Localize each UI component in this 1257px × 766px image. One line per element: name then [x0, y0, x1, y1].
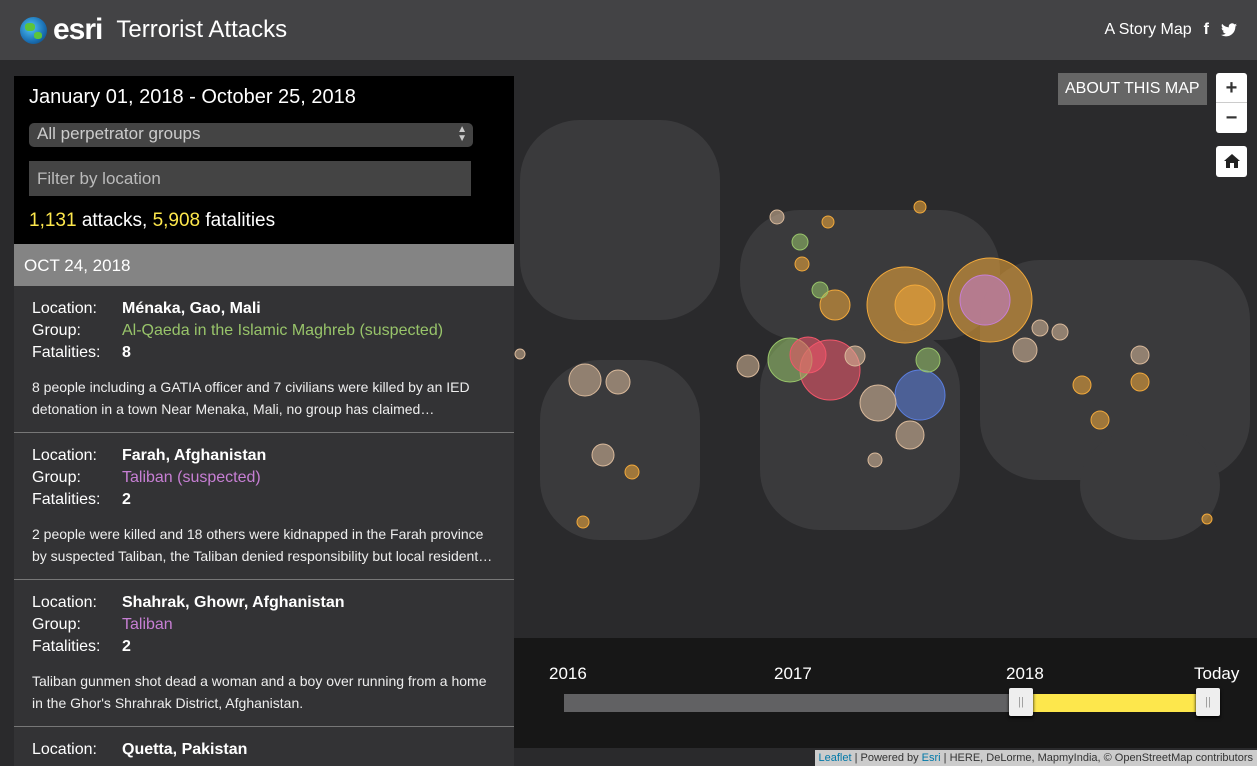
- attack-marker[interactable]: [915, 347, 941, 373]
- attack-marker[interactable]: [895, 420, 925, 450]
- group-value: Al-Qaeda in the Islamic Maghreb (suspect…: [122, 322, 444, 339]
- map-markers[interactable]: [0, 60, 1257, 766]
- attack-marker[interactable]: [859, 384, 897, 422]
- group-value: Taliban: [122, 616, 173, 633]
- fatalities-value: 8: [122, 344, 131, 361]
- date-range: January 01, 2018 - October 25, 2018: [29, 86, 356, 108]
- attack-marker[interactable]: [791, 233, 809, 251]
- selected-range: [1021, 694, 1201, 712]
- attack-marker[interactable]: [867, 452, 883, 468]
- incident-item[interactable]: Location: Quetta, Pakistan: [14, 727, 514, 766]
- zoom-out-button[interactable]: −: [1225, 107, 1238, 129]
- attack-marker[interactable]: [789, 336, 827, 374]
- facebook-icon[interactable]: f: [1203, 21, 1209, 38]
- attack-marker[interactable]: [1051, 323, 1069, 341]
- tick-2016: 2016: [549, 664, 587, 683]
- zoom-in-button[interactable]: +: [1216, 73, 1247, 103]
- incident-item[interactable]: Location: Shahrak, Ghowr, Afghanistan Grou…: [14, 580, 514, 727]
- location-value: Farah, Afghanistan: [122, 447, 267, 464]
- attack-marker[interactable]: [624, 464, 640, 480]
- attack-marker[interactable]: [605, 369, 631, 395]
- globe-icon: [20, 16, 47, 44]
- landmass: [980, 260, 1250, 480]
- header: esri Terrorist Attacks A Story Map f: [0, 0, 1257, 60]
- location-value: Ménaka, Gao, Mali: [122, 300, 261, 317]
- attack-marker[interactable]: [894, 284, 936, 326]
- attack-marker[interactable]: [1130, 345, 1150, 365]
- landmass: [1080, 430, 1220, 540]
- attack-marker[interactable]: [844, 345, 866, 367]
- attack-marker[interactable]: [1012, 337, 1038, 363]
- app-title: Terrorist Attacks: [116, 16, 288, 43]
- landmass: [520, 120, 720, 320]
- perpetrator-group-select[interactable]: All perpetrator groups ▲ ▼: [29, 123, 473, 147]
- fatalities-value: 2: [122, 491, 131, 508]
- group-label: Group:: [32, 322, 81, 339]
- home-button[interactable]: [1216, 146, 1247, 177]
- start-handle[interactable]: ||: [1009, 688, 1033, 716]
- attack-marker[interactable]: [1090, 410, 1110, 430]
- location-value: Shahrak, Ghowr, Afghanistan: [122, 594, 345, 611]
- date-header: OCT 24, 2018: [14, 244, 514, 286]
- story-map-link[interactable]: A Story Map: [1104, 21, 1192, 38]
- side-panel: January 01, 2018 - October 25, 2018 All …: [14, 76, 514, 766]
- attack-marker[interactable]: [736, 354, 760, 378]
- home-icon: [1223, 154, 1240, 168]
- attack-marker[interactable]: [1072, 375, 1092, 395]
- attack-marker[interactable]: [894, 369, 946, 421]
- select-arrows-icon: ▲ ▼: [457, 124, 467, 144]
- attribution: Leaflet | Powered by Esri | HERE, DeLorm…: [814, 750, 1257, 766]
- attack-marker[interactable]: [769, 209, 785, 225]
- about-this-map-button[interactable]: ABOUT THIS MAP: [1058, 73, 1207, 105]
- fatalities-label: Fatalities:: [32, 344, 101, 361]
- attack-marker[interactable]: [821, 215, 835, 229]
- attack-marker[interactable]: [811, 281, 829, 299]
- group-label: Group:: [32, 616, 81, 633]
- attack-marker[interactable]: [1130, 372, 1150, 392]
- attack-marker[interactable]: [576, 515, 590, 529]
- description: 8 people including a GATIA officer and 7…: [32, 379, 470, 417]
- fatalities-label: Fatalities:: [32, 491, 101, 508]
- location-filter-input[interactable]: [29, 161, 471, 196]
- time-slider: 2016 2017 2018 Today || ||: [514, 638, 1257, 748]
- attack-marker[interactable]: [568, 363, 602, 397]
- description: 2 people were killed and 18 others were …: [32, 526, 486, 564]
- esri-logo[interactable]: esri: [20, 13, 103, 47]
- tick-2018: 2018: [1006, 664, 1044, 683]
- location-label: Location:: [32, 594, 97, 611]
- landmass: [540, 360, 700, 540]
- location-label: Location:: [32, 741, 97, 758]
- attack-marker[interactable]: [1201, 513, 1213, 525]
- description: Taliban gunmen shot dead a woman and a b…: [32, 673, 487, 711]
- attack-marker[interactable]: [1031, 319, 1049, 337]
- attack-marker[interactable]: [913, 200, 927, 214]
- incident-item[interactable]: Location: Farah, Afghanistan Group: Taliban…: [14, 433, 514, 580]
- attack-marker[interactable]: [794, 256, 810, 272]
- tick-2017: 2017: [774, 664, 812, 683]
- summary-stats: 1,131 attacks, 5,908 fatalities: [29, 210, 276, 231]
- location-value: Quetta, Pakistan: [122, 741, 248, 758]
- end-handle[interactable]: ||: [1196, 688, 1220, 716]
- location-label: Location:: [32, 300, 97, 317]
- tick-today: Today: [1194, 664, 1240, 683]
- attack-marker[interactable]: [514, 348, 526, 360]
- attack-marker[interactable]: [959, 274, 1011, 326]
- attack-marker[interactable]: [591, 443, 615, 467]
- fatalities-label: Fatalities:: [32, 638, 101, 655]
- zoom-control: + −: [1216, 73, 1247, 133]
- location-label: Location:: [32, 447, 97, 464]
- esri-link[interactable]: Esri: [921, 752, 941, 764]
- group-value: Taliban (suspected): [122, 469, 261, 486]
- twitter-icon[interactable]: [1221, 23, 1237, 37]
- leaflet-link[interactable]: Leaflet: [818, 752, 852, 764]
- attack-marker[interactable]: [819, 289, 851, 321]
- incident-item[interactable]: Location: Ménaka, Gao, Mali Group: Al-Qaeda…: [14, 286, 514, 433]
- fatalities-value: 2: [122, 638, 131, 655]
- group-label: Group:: [32, 469, 81, 486]
